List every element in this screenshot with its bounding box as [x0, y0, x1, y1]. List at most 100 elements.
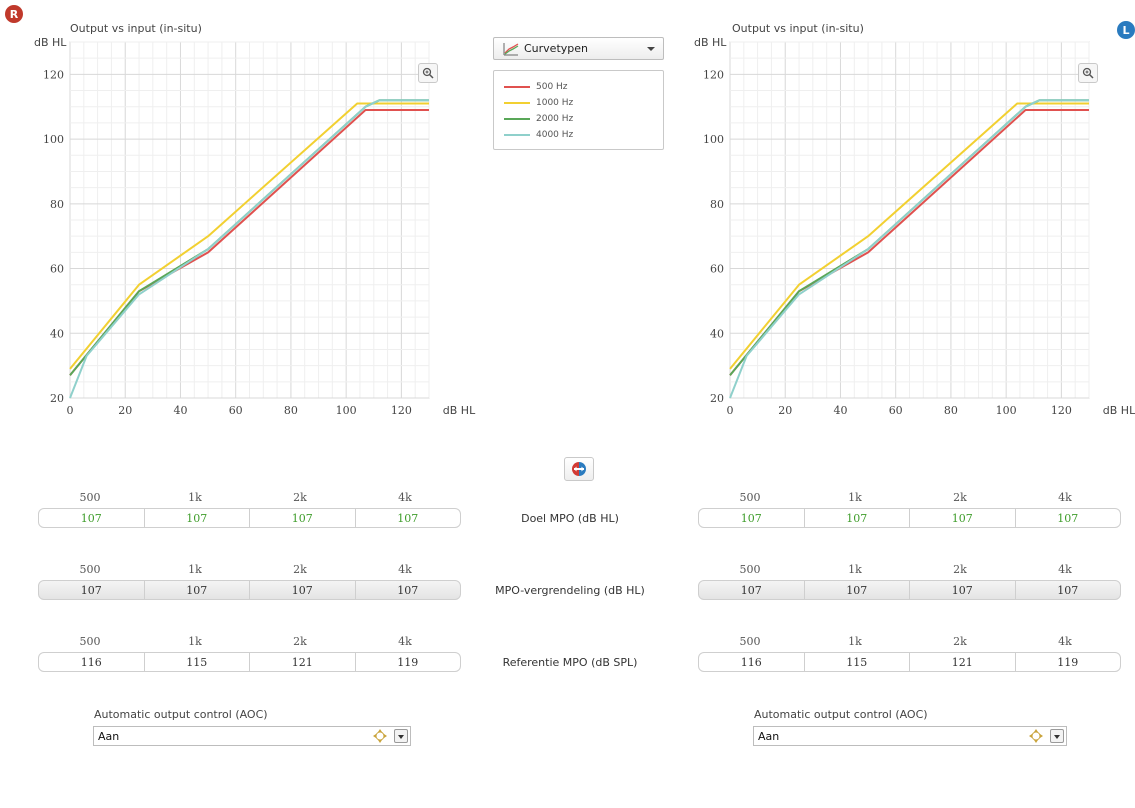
doel-mpo-cell[interactable]: 107 [698, 508, 805, 528]
ref-mpo-right: 116 115 121 119 [38, 652, 461, 672]
ref-mpo-cell: 115 [144, 652, 251, 672]
freq-header-1k: 1k [143, 635, 247, 648]
curve-chart-icon [503, 42, 519, 56]
freq-header-1k: 1k [143, 491, 247, 504]
ref-mpo-label: Referentie MPO (dB SPL) [470, 656, 670, 669]
aoc-select-right[interactable]: Aan [93, 726, 411, 746]
freq-header-1k: 1k [803, 491, 907, 504]
freq-header-500: 500 [698, 563, 802, 576]
doel-mpo-left: 107 107 107 107 [698, 508, 1121, 528]
doel-mpo-cell[interactable]: 107 [1015, 508, 1122, 528]
legend-label: 2000 Hz [536, 114, 573, 124]
aoc-value: Aan [758, 730, 779, 743]
ref-mpo-cell: 115 [804, 652, 911, 672]
freq-header-1k: 1k [803, 563, 907, 576]
freq-header-500: 500 [38, 635, 142, 648]
freq-header-500: 500 [698, 491, 802, 504]
mpo-lock-label: MPO-vergrendeling (dB HL) [470, 584, 670, 597]
aoc-value: Aan [98, 730, 119, 743]
x-tick-label: 120 [1051, 404, 1072, 417]
aoc-label-left: Automatic output control (AOC) [754, 708, 928, 721]
x-axis-label: dB HL [1103, 404, 1135, 417]
legend-swatch [504, 118, 530, 120]
freq-header-2k: 2k [248, 563, 352, 576]
zoom-icon [1082, 67, 1094, 79]
legend-item-1000: 1000 Hz [504, 96, 573, 110]
mpo-lock-button[interactable]: 107 [1015, 580, 1122, 600]
zoom-button-left[interactable] [1078, 63, 1098, 83]
freq-header-4k: 4k [353, 635, 457, 648]
ref-mpo-cell: 116 [38, 652, 145, 672]
ref-mpo-cell: 119 [1015, 652, 1122, 672]
aoc-label-right: Automatic output control (AOC) [94, 708, 268, 721]
freq-header-4k: 4k [1013, 563, 1117, 576]
doel-mpo-right: 107 107 107 107 [38, 508, 461, 528]
legend-swatch [504, 86, 530, 88]
mpo-lock-button[interactable]: 107 [698, 580, 805, 600]
x-tick-label: 40 [833, 404, 847, 417]
ref-mpo-cell: 121 [909, 652, 1016, 672]
link-ears-icon [571, 461, 587, 477]
ref-mpo-cell: 116 [698, 652, 805, 672]
freq-header-500: 500 [38, 563, 142, 576]
mpo-lock-button[interactable]: 107 [144, 580, 251, 600]
legend-label: 4000 Hz [536, 130, 573, 140]
mpo-lock-button[interactable]: 107 [804, 580, 911, 600]
doel-mpo-cell[interactable]: 107 [804, 508, 911, 528]
y-tick-label: 80 [710, 198, 724, 211]
doel-mpo-cell[interactable]: 107 [355, 508, 462, 528]
freq-header-4k: 4k [1013, 491, 1117, 504]
legend-swatch [504, 134, 530, 136]
chevron-down-icon[interactable] [1050, 729, 1064, 743]
freq-header-1k: 1k [143, 563, 247, 576]
doel-mpo-cell[interactable]: 107 [249, 508, 356, 528]
mpo-lock-left: 107 107 107 107 [698, 580, 1121, 600]
freq-header-4k: 4k [1013, 635, 1117, 648]
link-ears-button[interactable] [564, 457, 594, 481]
ref-mpo-cell: 119 [355, 652, 462, 672]
output-input-chart-left: 0 20 40 60 80 100 120 dB HL20406080100120 [0, 0, 1135, 430]
doel-mpo-cell[interactable]: 107 [909, 508, 1016, 528]
freq-header-2k: 2k [908, 635, 1012, 648]
freq-header-500: 500 [698, 635, 802, 648]
x-tick-label: 80 [944, 404, 958, 417]
freq-header-2k: 2k [248, 491, 352, 504]
legend-item-2000: 2000 Hz [504, 112, 573, 126]
y-tick-label: 40 [710, 327, 724, 340]
mpo-lock-button[interactable]: 107 [38, 580, 145, 600]
mpo-lock-right: 107 107 107 107 [38, 580, 461, 600]
y-tick-label: 120 [703, 68, 724, 81]
freq-header-2k: 2k [908, 491, 1012, 504]
curve-type-label: Curvetypen [524, 42, 588, 55]
legend-item-500: 500 Hz [504, 80, 568, 94]
mpo-lock-button[interactable]: 107 [249, 580, 356, 600]
x-tick-label: 100 [996, 404, 1017, 417]
mpo-lock-button[interactable]: 107 [909, 580, 1016, 600]
x-tick-label: 20 [778, 404, 792, 417]
doel-mpo-label: Doel MPO (dB HL) [470, 512, 670, 525]
curve-type-dropdown[interactable]: Curvetypen [493, 37, 664, 60]
x-tick-label: 60 [889, 404, 903, 417]
move-arrows-icon [372, 728, 388, 744]
chevron-down-icon[interactable] [394, 729, 408, 743]
aoc-select-left[interactable]: Aan [753, 726, 1067, 746]
y-tick-label: 100 [703, 133, 724, 146]
y-tick-label: 60 [710, 263, 724, 276]
legend-label: 500 Hz [536, 82, 568, 92]
legend-item-4000: 4000 Hz [504, 128, 573, 142]
freq-header-1k: 1k [803, 635, 907, 648]
chevron-down-icon [647, 47, 655, 51]
doel-mpo-cell[interactable]: 107 [144, 508, 251, 528]
mpo-lock-button[interactable]: 107 [355, 580, 462, 600]
move-arrows-icon [1028, 728, 1044, 744]
freq-header-2k: 2k [908, 563, 1012, 576]
curve-legend: 500 Hz 1000 Hz 2000 Hz 4000 Hz [493, 70, 664, 150]
freq-header-4k: 4k [353, 491, 457, 504]
freq-header-2k: 2k [248, 635, 352, 648]
legend-swatch [504, 102, 530, 104]
doel-mpo-cell[interactable]: 107 [38, 508, 145, 528]
freq-header-4k: 4k [353, 563, 457, 576]
y-tick-label: 20 [710, 392, 724, 405]
legend-label: 1000 Hz [536, 98, 573, 108]
freq-header-500: 500 [38, 491, 142, 504]
